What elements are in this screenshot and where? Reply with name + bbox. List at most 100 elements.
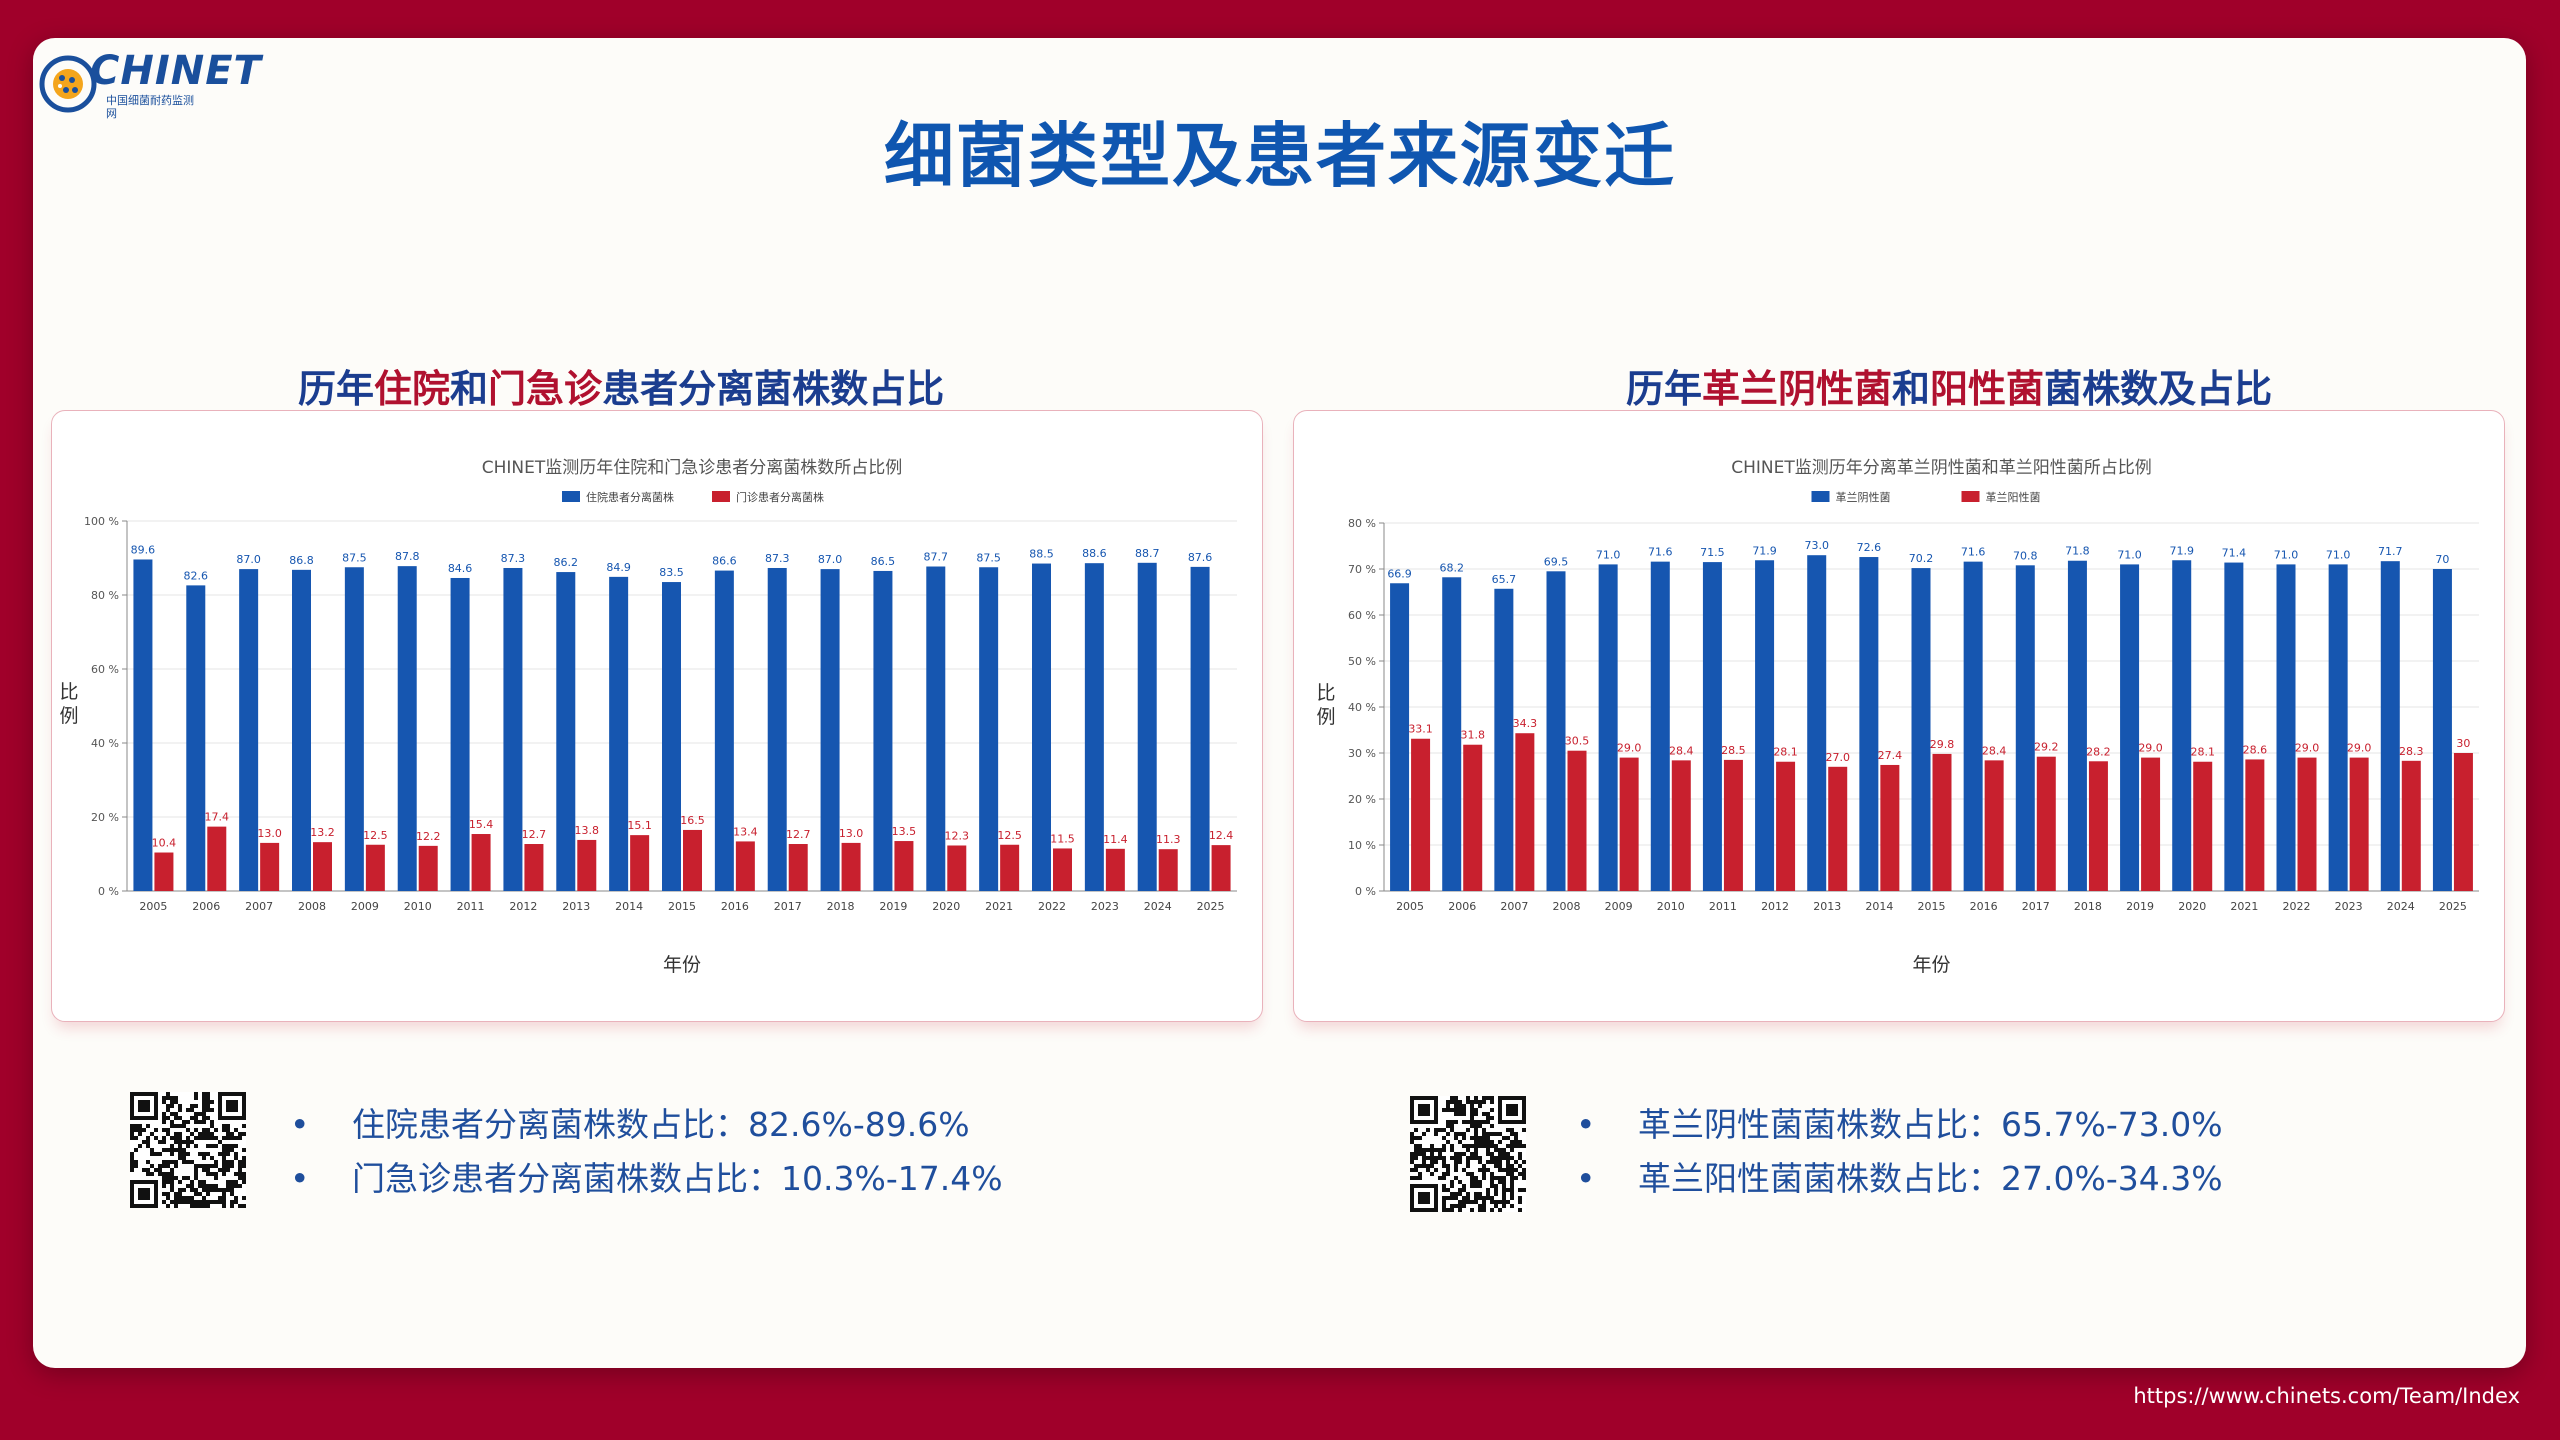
qr-module [1498,1200,1502,1204]
qr-module [1514,1144,1518,1148]
qr-module [194,1092,198,1096]
qr-module [206,1132,210,1136]
qr-module [1518,1200,1522,1204]
bar-series-1 [820,569,840,891]
data-label-series-1: 66.9 [1387,567,1412,580]
bar-series-2 [947,845,967,891]
qr-module [206,1116,210,1120]
y-axis-label: 例 [1316,706,1335,728]
qr-module [1514,1168,1518,1172]
qr-module [130,1136,134,1140]
qr-module [226,1124,230,1128]
qr-module [1410,1160,1414,1164]
footer-url[interactable]: https://www.chinets.com/Team/Index [2133,1384,2520,1408]
qr-module [1466,1172,1470,1176]
qr-module [226,1128,230,1132]
qr-module [1458,1140,1462,1144]
qr-module [222,1124,226,1128]
chart-card-gram: CHINET监测历年分离革兰阴性菌和革兰阳性菌所占比例 革兰阴性菌 革兰阳性菌 0 %… [1293,410,2505,1022]
qr-module [1498,1168,1502,1172]
data-label-series-2: 31.8 [1460,729,1485,742]
qr-module [174,1176,178,1180]
qr-module [194,1176,198,1180]
data-label-series-2: 11.4 [1103,833,1128,846]
legend-swatch [1811,491,1830,502]
qr-code-icon[interactable] [1410,1096,1526,1212]
qr-module [1434,1156,1438,1160]
qr-module [1490,1152,1494,1156]
data-label-series-2: 28.4 [1669,744,1694,757]
qr-module [1422,1152,1426,1156]
x-tick-label: 2011 [457,900,485,913]
qr-module [222,1152,226,1156]
qr-module [210,1172,214,1176]
qr-module [1506,1144,1510,1148]
y-tick-label: 80 % [1348,517,1376,530]
qr-module [178,1104,182,1108]
qr-module [1510,1132,1514,1136]
data-label-series-1: 69.5 [1544,555,1569,568]
qr-module [1510,1164,1514,1168]
qr-module [202,1200,206,1204]
qr-module [1470,1112,1474,1116]
qr-module [1422,1160,1426,1164]
qr-module [1458,1180,1462,1184]
bar-series-1 [2276,564,2296,891]
qr-module [1462,1184,1466,1188]
qr-module [170,1144,174,1148]
qr-module [1434,1132,1438,1136]
qr-module [230,1132,234,1136]
bar-series-1 [1084,563,1104,891]
qr-module [1442,1200,1446,1204]
qr-module [1486,1096,1490,1100]
qr-module [162,1116,166,1120]
qr-module [1454,1164,1458,1168]
qr-module [1426,1148,1430,1152]
y-tick-label: 70 % [1348,563,1376,576]
qr-module [210,1136,214,1140]
qr-module [1486,1144,1490,1148]
qr-code-icon[interactable] [130,1092,246,1208]
qr-module [182,1120,186,1124]
qr-module [1418,1144,1422,1148]
x-tick-label: 2024 [2387,900,2415,913]
bar-series-1 [2380,561,2400,891]
qr-module [1482,1112,1486,1116]
qr-module [1470,1108,1474,1112]
data-label-series-1: 71.4 [2222,547,2247,560]
qr-module [158,1152,162,1156]
qr-module [1466,1096,1470,1100]
data-label-series-2: 12.5 [363,829,388,842]
data-label-series-2: 27.0 [1825,751,1850,764]
y-tick-label: 100 % [84,515,119,528]
bar-series-2 [577,839,597,891]
x-tick-label: 2014 [615,900,643,913]
qr-module [174,1148,178,1152]
bar-series-2 [365,844,385,891]
qr-module [1430,1160,1434,1164]
data-label-series-1: 70.2 [1909,552,1934,565]
qr-module [206,1152,210,1156]
qr-module [1466,1156,1470,1160]
qr-module [210,1100,214,1104]
qr-module [186,1120,190,1124]
data-label-series-1: 65.7 [1492,573,1517,586]
x-tick-label: 2012 [509,900,537,913]
bar-series-1 [2120,564,2140,891]
qr-module [1470,1176,1474,1180]
qr-module [206,1172,210,1176]
qr-module [130,1160,134,1164]
qr-module [130,1124,134,1128]
section-title-highlight: 阳性菌 [1930,367,2045,411]
bullet-text: 住院患者分离菌株数占比：82.6%-89.6% [352,1105,970,1144]
qr-module [1506,1156,1510,1160]
qr-module [1490,1132,1494,1136]
qr-module [242,1148,246,1152]
qr-module [186,1176,190,1180]
bar-series-2 [1567,750,1587,891]
qr-module [1486,1120,1490,1124]
bullet-list-gram: • 革兰阴性菌菌株数占比：65.7%-73.0% • 革兰阳性菌菌株数占比：27.0… [1576,1098,2223,1206]
section-title-part: 历年 [298,367,375,411]
qr-module [1506,1160,1510,1164]
qr-module [206,1136,210,1140]
